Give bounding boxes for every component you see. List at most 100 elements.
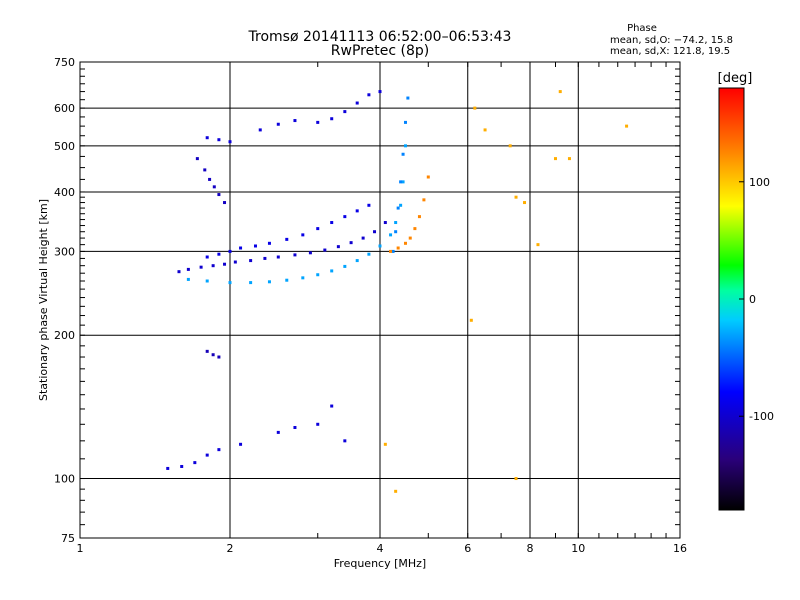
data-point <box>208 177 212 181</box>
data-point <box>378 244 382 248</box>
data-point <box>426 175 430 179</box>
x-tick-label: 1 <box>77 542 84 555</box>
data-point <box>396 206 400 210</box>
data-point <box>267 280 271 284</box>
data-point <box>228 281 232 285</box>
data-point <box>367 93 371 97</box>
data-point <box>203 168 207 172</box>
x-tick-label: 10 <box>571 542 585 555</box>
data-point <box>403 120 407 124</box>
data-point <box>401 152 405 156</box>
data-point <box>267 241 271 245</box>
data-point <box>514 195 518 199</box>
data-point <box>394 230 398 234</box>
y-tick-label: 200 <box>54 329 75 342</box>
data-point <box>205 279 209 283</box>
data-point <box>205 349 209 353</box>
y-tick-label: 75 <box>61 532 75 545</box>
data-point <box>508 144 512 148</box>
data-point <box>211 264 215 268</box>
colorbar-ticks: 100 0 -100 <box>739 176 774 423</box>
data-point <box>211 353 215 357</box>
data-point <box>343 264 347 268</box>
stats-heading: Phase <box>627 23 657 34</box>
data-point <box>403 241 407 245</box>
y-tick-label: 400 <box>54 186 75 199</box>
grid-lines <box>80 62 680 538</box>
data-point <box>249 259 253 263</box>
colorbar-label: [deg] <box>718 71 753 86</box>
data-point <box>378 90 382 94</box>
stats-line-x: mean, sd,X: 121.8, 19.5 <box>610 46 730 57</box>
data-point <box>413 227 417 231</box>
data-point <box>205 453 209 457</box>
x-tick-label: 16 <box>673 542 687 555</box>
data-point <box>422 198 426 202</box>
data-point <box>276 255 280 259</box>
colorbar-tick-label: 100 <box>749 176 770 189</box>
data-point <box>195 157 199 161</box>
data-point <box>186 277 190 281</box>
data-point <box>330 221 334 225</box>
data-point <box>373 230 377 234</box>
data-point <box>394 489 398 493</box>
data-point <box>263 256 267 260</box>
y-tick-label: 750 <box>54 56 75 69</box>
y-tick-label: 300 <box>54 245 75 258</box>
data-point <box>285 278 289 282</box>
data-point <box>408 236 412 240</box>
data-point <box>349 241 353 245</box>
data-point <box>217 193 221 197</box>
data-point <box>536 243 540 247</box>
data-point <box>223 262 227 266</box>
y-axis-label: Stationary phase Virtual Height [km] <box>37 199 50 401</box>
data-point <box>401 180 405 184</box>
colorbar-tick-label: -100 <box>749 410 774 423</box>
data-point <box>316 422 320 426</box>
data-point <box>323 248 327 252</box>
x-tick-label: 6 <box>464 542 471 555</box>
data-point <box>383 221 387 225</box>
data-point <box>193 461 197 465</box>
data-point <box>293 119 297 123</box>
data-point <box>217 448 221 452</box>
y-tick-label: 600 <box>54 102 75 115</box>
chart-title: Tromsø 20141113 06:52:00–06:53:43 <box>248 29 512 45</box>
data-point <box>239 246 243 250</box>
data-point <box>625 124 629 128</box>
data-point <box>483 128 487 132</box>
data-point <box>316 273 320 277</box>
chart-subtitle: RwPretec (8p) <box>331 43 429 59</box>
x-tick-label: 4 <box>377 542 384 555</box>
data-points <box>166 90 629 493</box>
data-point <box>417 215 421 219</box>
data-point <box>361 236 365 240</box>
data-point <box>403 144 407 148</box>
data-point <box>180 464 184 468</box>
data-point <box>301 233 305 237</box>
x-axis-label: Frequency [MHz] <box>334 557 426 570</box>
data-point <box>514 477 518 481</box>
data-point <box>330 269 334 273</box>
data-point <box>205 136 209 140</box>
data-point <box>406 96 410 100</box>
colorbar-tick-label: 0 <box>749 293 756 306</box>
data-point <box>258 128 262 132</box>
data-point <box>336 245 340 249</box>
data-point <box>253 244 257 248</box>
y-tick-label: 100 <box>54 473 75 486</box>
data-point <box>233 260 237 264</box>
data-point <box>249 281 253 285</box>
data-point <box>223 201 227 205</box>
data-point <box>396 246 400 250</box>
data-point <box>389 249 393 253</box>
data-point <box>391 249 395 253</box>
data-point <box>367 252 371 256</box>
data-point <box>355 209 359 213</box>
data-point <box>293 253 297 257</box>
data-point <box>399 180 403 184</box>
data-point <box>186 267 190 271</box>
data-point <box>567 157 571 161</box>
data-point <box>166 466 170 470</box>
